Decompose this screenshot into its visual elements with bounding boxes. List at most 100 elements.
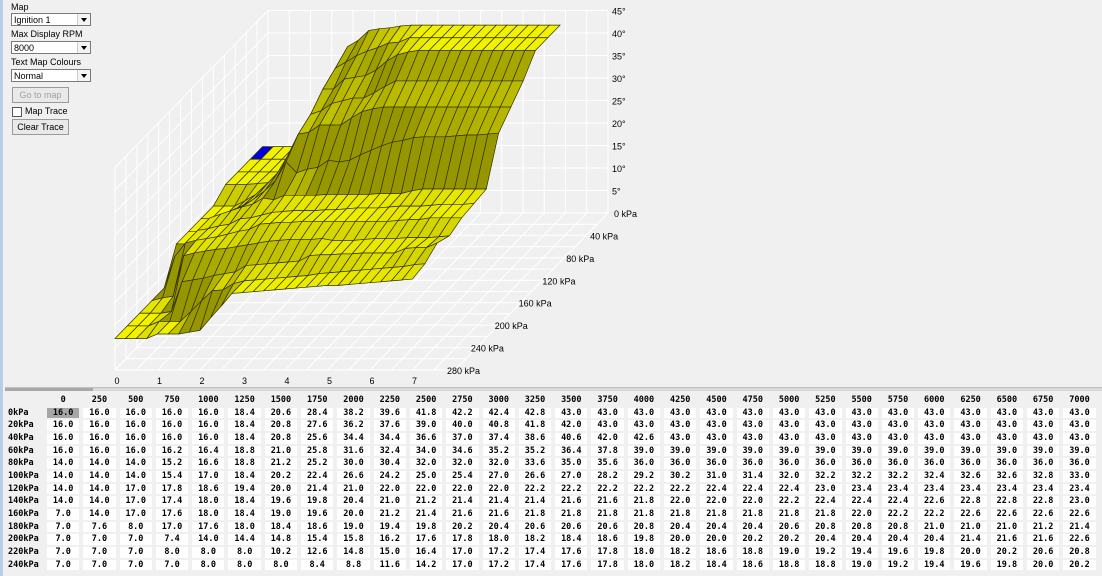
table-cell[interactable]: 7.6: [83, 521, 116, 533]
table-cell[interactable]: 43.0: [990, 407, 1024, 419]
table-cell[interactable]: 18.4: [555, 534, 588, 545]
table-cell[interactable]: 15.0: [373, 546, 406, 558]
table-cell[interactable]: 43.0: [845, 432, 878, 444]
table-cell[interactable]: 43.0: [772, 407, 806, 419]
chevron-down-icon[interactable]: [77, 42, 90, 53]
table-cell[interactable]: 43.0: [664, 407, 697, 419]
table-cell[interactable]: 36.0: [627, 458, 661, 469]
table-cell[interactable]: 26.6: [518, 470, 552, 482]
table-cell[interactable]: 19.4: [845, 546, 878, 558]
table-cell[interactable]: 17.2: [482, 546, 515, 558]
table-cell[interactable]: 18.0: [627, 546, 661, 558]
table-cell[interactable]: 7.0: [83, 559, 116, 571]
table-cell[interactable]: 14.0: [119, 470, 152, 482]
table-cell[interactable]: 22.2: [918, 508, 951, 520]
table-cell[interactable]: 17.6: [192, 521, 225, 533]
table-cell[interactable]: 22.0: [700, 496, 733, 507]
table-cell[interactable]: 21.2: [373, 508, 406, 520]
table-cell[interactable]: 23.4: [954, 483, 987, 495]
table-cell[interactable]: 28.2: [591, 470, 624, 482]
table-cell[interactable]: 14.0: [83, 496, 116, 507]
table-cell[interactable]: 18.0: [482, 534, 515, 545]
table-cell[interactable]: 33.0: [1063, 470, 1096, 482]
table-cell[interactable]: 14.0: [47, 496, 80, 507]
table-cell[interactable]: 19.8: [301, 496, 334, 507]
table-cell[interactable]: 43.0: [1063, 432, 1096, 444]
table-cell[interactable]: 32.4: [373, 445, 406, 457]
table-cell[interactable]: 36.2: [337, 420, 370, 431]
table-cell[interactable]: 17.0: [446, 559, 479, 571]
table-cell[interactable]: 32.6: [990, 470, 1024, 482]
table-cell[interactable]: 30.4: [373, 458, 406, 469]
table-cell[interactable]: 39.0: [1027, 445, 1060, 457]
table-cell[interactable]: 43.0: [918, 420, 951, 431]
table-cell[interactable]: 15.4: [155, 470, 189, 482]
table-cell[interactable]: 15.4: [301, 534, 334, 545]
table-cell[interactable]: 21.8: [664, 508, 697, 520]
table-cell[interactable]: 16.0: [192, 420, 225, 431]
table-cell[interactable]: 8.0: [228, 546, 261, 558]
table-cell[interactable]: 36.0: [1063, 458, 1096, 469]
table-cell[interactable]: 22.0: [482, 483, 515, 495]
table-cell[interactable]: 21.4: [409, 508, 443, 520]
table-cell[interactable]: 39.0: [809, 445, 842, 457]
table-cell[interactable]: 43.0: [1063, 407, 1096, 419]
table-cell[interactable]: 22.8: [954, 496, 987, 507]
table-cell[interactable]: 21.0: [954, 521, 987, 533]
table-cell[interactable]: 39.0: [845, 445, 878, 457]
table-cell[interactable]: 20.6: [772, 521, 806, 533]
table-cell[interactable]: 22.2: [772, 496, 806, 507]
table-cell[interactable]: 22.6: [954, 508, 987, 520]
table-cell[interactable]: 22.0: [446, 483, 479, 495]
table-cell[interactable]: 16.0: [83, 445, 116, 457]
chevron-down-icon[interactable]: [77, 70, 90, 81]
table-cell[interactable]: 36.0: [881, 458, 915, 469]
table-cell[interactable]: 43.0: [772, 420, 806, 431]
horizontal-scrollbar[interactable]: [5, 387, 1102, 391]
table-cell[interactable]: 20.2: [264, 470, 298, 482]
table-cell[interactable]: 43.0: [700, 432, 733, 444]
table-cell[interactable]: 22.0: [373, 483, 406, 495]
table-cell[interactable]: 8.0: [192, 559, 225, 571]
table-cell[interactable]: 7.0: [83, 534, 116, 545]
table-cell[interactable]: 16.0: [47, 407, 80, 419]
table-cell[interactable]: 18.8: [736, 546, 769, 558]
table-cell[interactable]: 19.8: [409, 521, 443, 533]
table-cell[interactable]: 20.6: [518, 521, 552, 533]
table-cell[interactable]: 8.0: [192, 546, 225, 558]
table-cell[interactable]: 16.0: [119, 432, 152, 444]
table-cell[interactable]: 36.0: [700, 458, 733, 469]
table-cell[interactable]: 36.4: [555, 445, 588, 457]
table-cell[interactable]: 20.4: [918, 534, 951, 545]
table-cell[interactable]: 18.0: [192, 496, 225, 507]
table-cell[interactable]: 20.8: [264, 420, 298, 431]
table-cell[interactable]: 20.4: [736, 521, 769, 533]
table-cell[interactable]: 31.0: [700, 470, 733, 482]
table-cell[interactable]: 14.0: [192, 534, 225, 545]
table-cell[interactable]: 37.4: [482, 432, 515, 444]
table-cell[interactable]: 43.0: [700, 407, 733, 419]
table-cell[interactable]: 43.0: [881, 432, 915, 444]
table-cell[interactable]: 38.2: [337, 407, 370, 419]
table-cell[interactable]: 20.4: [337, 496, 370, 507]
table-cell[interactable]: 39.0: [664, 445, 697, 457]
table-cell[interactable]: 21.8: [555, 508, 588, 520]
table-cell[interactable]: 21.8: [809, 508, 842, 520]
table-cell[interactable]: 21.4: [1063, 521, 1096, 533]
table-cell[interactable]: 21.8: [772, 508, 806, 520]
chevron-down-icon[interactable]: [77, 14, 90, 25]
table-cell[interactable]: 43.0: [809, 407, 842, 419]
table-cell[interactable]: 21.6: [446, 508, 479, 520]
table-cell[interactable]: 18.0: [627, 559, 661, 571]
table-cell[interactable]: 37.6: [373, 420, 406, 431]
table-cell[interactable]: 16.0: [47, 445, 80, 457]
table-cell[interactable]: 20.4: [664, 521, 697, 533]
table-cell[interactable]: 35.6: [591, 458, 624, 469]
table-cell[interactable]: 22.4: [301, 470, 334, 482]
table-cell[interactable]: 32.0: [409, 458, 443, 469]
table-cell[interactable]: 18.8: [228, 458, 261, 469]
table-cell[interactable]: 15.2: [155, 458, 189, 469]
table-cell[interactable]: 21.8: [736, 508, 769, 520]
table-cell[interactable]: 22.6: [918, 496, 951, 507]
table-cell[interactable]: 19.4: [373, 521, 406, 533]
